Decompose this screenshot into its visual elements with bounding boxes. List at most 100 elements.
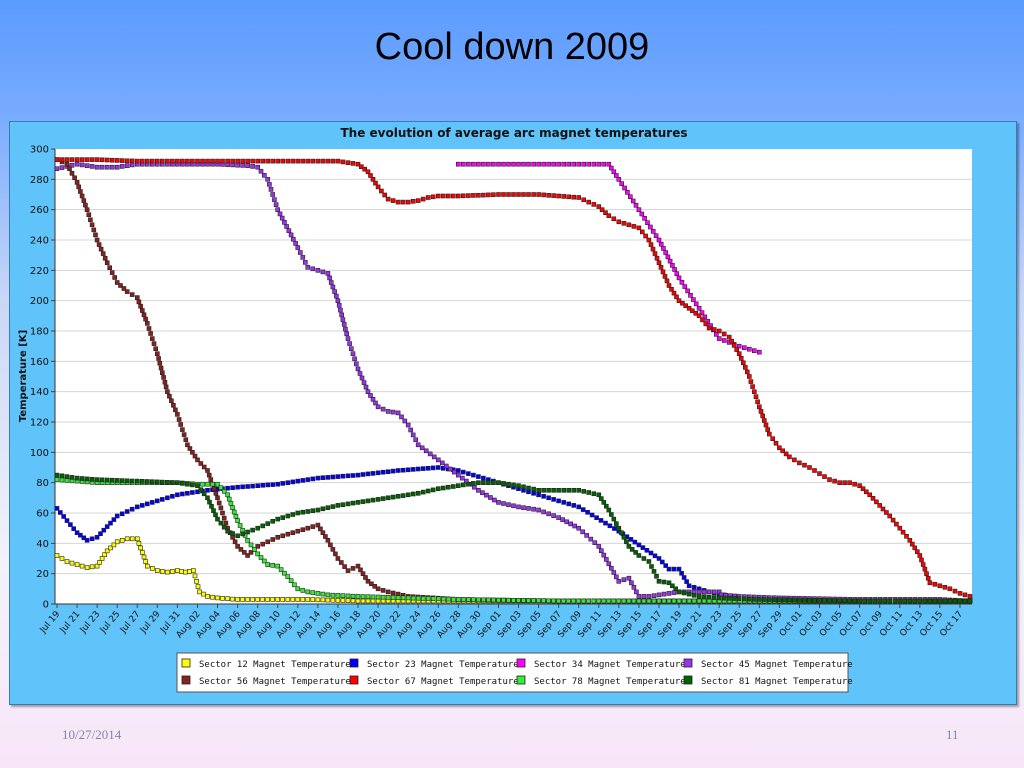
data-point bbox=[410, 199, 416, 204]
data-point bbox=[665, 254, 671, 260]
data-point bbox=[145, 479, 150, 484]
data-point bbox=[686, 598, 692, 604]
data-point bbox=[74, 180, 80, 185]
data-point bbox=[330, 592, 336, 598]
data-point bbox=[210, 158, 215, 164]
data-point bbox=[919, 557, 924, 563]
data-point bbox=[641, 594, 647, 599]
data-point bbox=[760, 413, 766, 419]
data-point bbox=[751, 389, 757, 395]
data-point bbox=[664, 278, 670, 284]
data-point bbox=[726, 334, 732, 340]
data-point bbox=[761, 597, 767, 602]
data-point bbox=[674, 271, 680, 276]
data-point bbox=[362, 166, 368, 172]
data-point bbox=[135, 158, 140, 164]
data-point bbox=[245, 529, 250, 535]
data-point bbox=[124, 158, 130, 164]
data-point bbox=[280, 597, 286, 602]
data-point bbox=[375, 586, 381, 592]
data-point bbox=[59, 477, 65, 483]
data-point bbox=[904, 533, 909, 539]
data-point bbox=[310, 524, 316, 529]
data-point bbox=[373, 180, 378, 186]
data-point bbox=[693, 311, 699, 316]
data-point bbox=[501, 161, 506, 167]
x-tick-label: Jul 23 bbox=[78, 610, 102, 636]
data-point bbox=[631, 224, 637, 229]
data-point bbox=[425, 596, 431, 601]
data-point bbox=[64, 157, 70, 162]
data-point bbox=[603, 210, 608, 215]
data-point bbox=[295, 528, 301, 534]
data-point bbox=[315, 591, 321, 596]
data-point bbox=[333, 551, 338, 557]
data-point bbox=[340, 598, 346, 603]
data-point bbox=[476, 597, 481, 603]
data-point bbox=[285, 597, 291, 602]
data-point bbox=[350, 500, 356, 506]
data-point bbox=[685, 288, 690, 294]
data-point bbox=[380, 598, 386, 604]
data-point bbox=[255, 525, 260, 531]
data-point bbox=[612, 526, 617, 531]
data-point bbox=[335, 598, 341, 603]
data-point bbox=[275, 597, 281, 602]
data-point bbox=[890, 517, 896, 523]
data-point bbox=[942, 598, 948, 604]
data-point bbox=[363, 575, 368, 580]
data-point bbox=[330, 504, 336, 509]
data-point bbox=[472, 484, 477, 490]
data-point bbox=[663, 563, 669, 568]
data-point bbox=[822, 474, 827, 479]
data-point bbox=[491, 161, 496, 167]
data-point bbox=[288, 578, 294, 584]
data-point bbox=[187, 446, 193, 451]
data-point bbox=[679, 280, 685, 285]
data-point bbox=[556, 161, 561, 167]
data-point bbox=[736, 343, 742, 349]
data-point bbox=[280, 515, 286, 520]
data-point bbox=[648, 550, 654, 556]
data-point bbox=[277, 211, 283, 217]
data-point bbox=[751, 596, 757, 602]
data-point bbox=[325, 475, 331, 480]
data-point bbox=[792, 457, 797, 463]
data-point bbox=[365, 598, 371, 604]
data-point bbox=[556, 498, 561, 504]
data-point bbox=[223, 520, 229, 526]
data-point bbox=[541, 598, 546, 604]
data-point bbox=[415, 198, 421, 203]
data-point bbox=[867, 492, 873, 498]
data-point bbox=[561, 161, 567, 167]
data-point bbox=[114, 164, 120, 170]
data-point bbox=[161, 375, 166, 380]
legend-entry: Sector 67 Magnet Temperature bbox=[367, 677, 519, 687]
data-point bbox=[300, 588, 306, 593]
data-point bbox=[260, 597, 265, 602]
legend-swatch bbox=[683, 675, 693, 685]
data-point bbox=[265, 482, 270, 488]
data-point bbox=[606, 598, 612, 604]
data-point bbox=[661, 579, 667, 585]
data-point bbox=[124, 509, 130, 514]
data-point bbox=[706, 325, 712, 331]
data-point bbox=[64, 474, 70, 479]
data-point bbox=[278, 567, 284, 572]
data-point bbox=[310, 476, 316, 482]
data-point bbox=[225, 158, 230, 164]
data-point bbox=[207, 499, 212, 505]
data-point bbox=[922, 598, 928, 604]
data-point bbox=[546, 161, 551, 167]
data-point bbox=[606, 161, 612, 167]
data-point bbox=[275, 207, 281, 212]
data-point bbox=[61, 514, 67, 519]
data-point bbox=[280, 533, 286, 539]
data-point bbox=[541, 161, 546, 167]
data-point bbox=[235, 533, 240, 539]
data-point bbox=[601, 552, 607, 558]
data-point bbox=[64, 478, 70, 483]
grid-lines bbox=[55, 178, 972, 575]
data-point bbox=[746, 374, 752, 379]
data-point bbox=[280, 481, 286, 486]
